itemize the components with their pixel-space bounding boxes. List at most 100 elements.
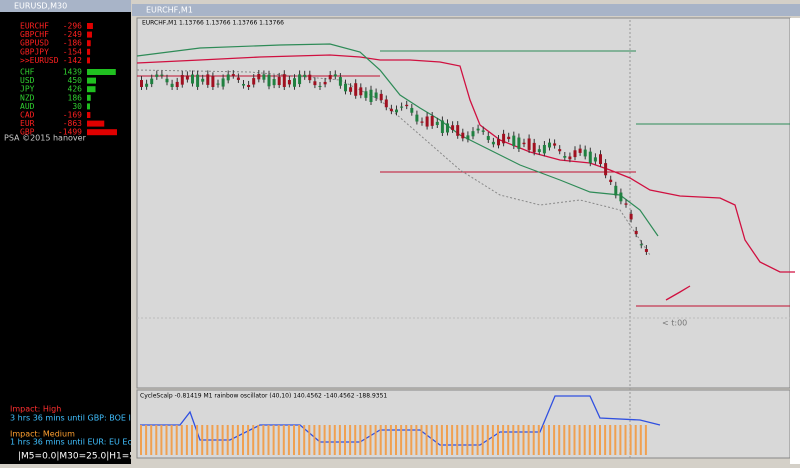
osc-bar [497, 425, 499, 455]
row-name: JPY [20, 85, 35, 94]
row-name: USD [20, 76, 35, 85]
osc-bar [287, 425, 290, 455]
candle [624, 203, 628, 205]
osc-bar [527, 425, 530, 455]
candle [145, 83, 149, 87]
row-value: 1439 [63, 68, 82, 77]
row-name: GBPUSD [20, 39, 49, 48]
osc-bar [599, 425, 601, 455]
upper-band [136, 54, 795, 273]
row-value: 30 [72, 102, 82, 111]
osc-bar [512, 425, 515, 455]
osc-bar [548, 425, 550, 455]
candle [389, 108, 393, 112]
candle [369, 89, 373, 102]
osc-bar [262, 425, 265, 455]
candle [170, 83, 174, 87]
strength-bar [87, 120, 105, 127]
candle [384, 99, 388, 108]
candle [553, 143, 557, 146]
osc-bar [140, 425, 142, 455]
row-name: EURCHF [20, 22, 49, 31]
candle [420, 121, 424, 123]
candle [644, 249, 648, 252]
footer: |M5=0.0|M30=25.0|H1=55.0 [18, 452, 150, 462]
osc-bar [461, 425, 464, 455]
candle [242, 83, 245, 86]
candle [542, 144, 546, 154]
strength-bar [87, 57, 90, 64]
candle [333, 74, 337, 77]
candle [568, 156, 572, 160]
strength-bar [87, 112, 91, 118]
candle [277, 76, 281, 86]
osc-bar [323, 425, 326, 455]
news-impact: Impact: High [10, 405, 61, 414]
left-panel [0, 0, 131, 464]
candle [231, 74, 235, 76]
osc-bar [532, 425, 535, 455]
candle [140, 80, 143, 87]
osc-bar [226, 425, 229, 455]
candle [629, 213, 633, 220]
osc-bar [272, 425, 275, 455]
osc-bar [507, 425, 510, 455]
candle [247, 84, 251, 87]
candle [374, 92, 378, 98]
candle [435, 121, 439, 126]
row-name: CAD [20, 111, 35, 120]
osc-bar [155, 425, 158, 455]
osc-bar [542, 425, 545, 455]
candle [282, 74, 286, 87]
osc-bar [165, 425, 168, 455]
candle [481, 130, 485, 132]
candle [359, 87, 363, 96]
osc-bar [440, 425, 443, 455]
osc-bar [160, 425, 163, 455]
candle [328, 75, 332, 80]
osc-bar [456, 425, 459, 455]
osc-bar [446, 425, 448, 455]
news-text: 3 hrs 36 mins until GBP: BOE Infla [10, 414, 146, 423]
osc-bar [553, 425, 556, 455]
candle [298, 74, 302, 85]
candle [502, 133, 506, 144]
osc-bar [236, 425, 239, 455]
osc-bar [563, 425, 566, 455]
news-impact: Impact: Medium [10, 430, 75, 439]
candle [415, 114, 419, 122]
osc-bar [578, 425, 581, 455]
candle [609, 179, 613, 183]
row-name: >>EURUSD [20, 56, 59, 65]
row-value: -1499 [58, 128, 82, 137]
left-title: EURUSD,M30 [14, 2, 67, 11]
osc-bar [593, 425, 596, 455]
candle [400, 106, 404, 108]
osc-bar [318, 425, 321, 455]
osc-bar [502, 425, 505, 455]
candle [532, 142, 536, 153]
candle [583, 149, 587, 157]
candle [430, 116, 434, 126]
candle [364, 91, 368, 98]
row-value: 426 [68, 85, 83, 94]
osc-bar [180, 425, 183, 455]
candle [191, 74, 194, 84]
strength-bar [87, 86, 96, 93]
candle [155, 74, 159, 77]
candle [349, 87, 353, 92]
candle [451, 125, 455, 130]
candle [497, 139, 500, 146]
candle [338, 77, 342, 86]
candle [573, 150, 577, 158]
osc-bar [573, 425, 576, 455]
osc-bar [338, 425, 341, 455]
chart-header: EURCHF,M1 1.13766 1.13766 1.13766 1.1376… [142, 20, 284, 27]
candle [558, 149, 562, 152]
candle [537, 149, 541, 152]
row-name: NZD [20, 93, 35, 102]
news-text: 1 hrs 36 mins until EUR: EU Econo [10, 438, 147, 447]
osc-bar [639, 425, 642, 455]
candle [211, 76, 215, 87]
